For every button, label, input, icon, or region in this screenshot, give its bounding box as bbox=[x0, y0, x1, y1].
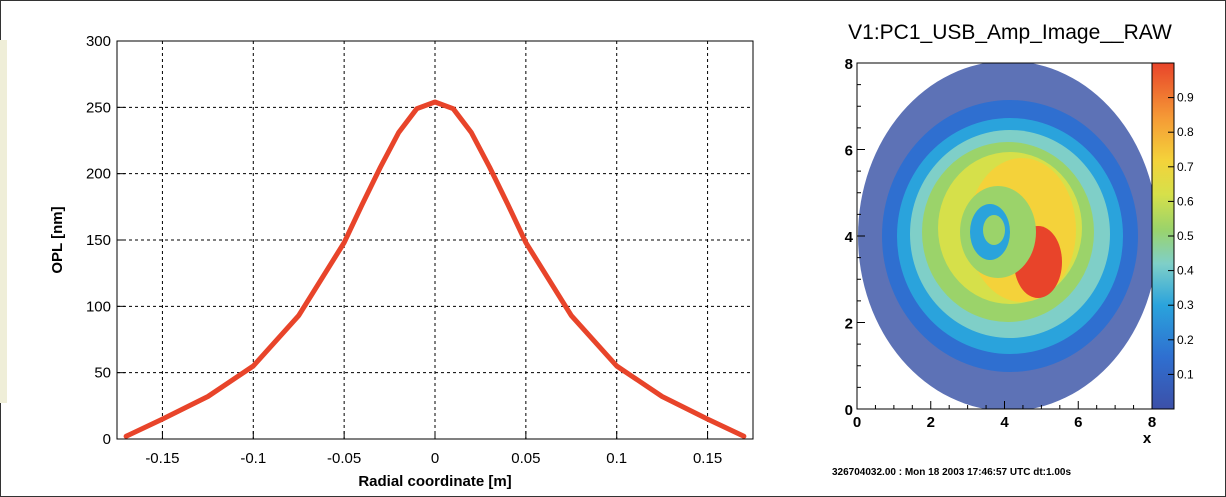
heatmap-y-tick-labels: 0 2 4 6 8 bbox=[845, 56, 854, 419]
opl-series-line bbox=[123, 99, 747, 439]
tick-marks bbox=[117, 40, 709, 440]
core-spot bbox=[983, 215, 1005, 245]
y-tick-label: 250 bbox=[86, 99, 111, 116]
y-tick-label: 200 bbox=[86, 166, 111, 183]
heatmap-title: V1:PC1_USB_Amp_Image__RAW bbox=[848, 21, 1172, 44]
left-edge-band bbox=[0, 40, 7, 403]
x-tick-label: 0.05 bbox=[511, 450, 540, 467]
colorbar-tick-label: 0.9 bbox=[1177, 91, 1194, 105]
colorbar-tick-label: 0.1 bbox=[1177, 367, 1194, 381]
y-tick-labels: 0 50 100 150 200 250 300 bbox=[86, 33, 111, 448]
heatmap-y-tick-label: 4 bbox=[845, 229, 854, 246]
x-axis-title: Radial coordinate [m] bbox=[358, 473, 511, 490]
x-tick-label: 0.15 bbox=[693, 450, 722, 467]
amplitude-image bbox=[858, 63, 1152, 409]
x-tick-label: 0.1 bbox=[606, 450, 627, 467]
heatmap-x-tick-label: 4 bbox=[1000, 414, 1009, 431]
colorbar-tick-label: 0.8 bbox=[1177, 125, 1194, 139]
y-tick-label: 100 bbox=[86, 298, 111, 315]
y-axis-title: OPL [nm] bbox=[49, 206, 66, 273]
heatmap-x-tick-labels: 0 2 4 6 8 bbox=[853, 414, 1156, 431]
grid-lines bbox=[117, 41, 753, 439]
x-tick-label: -0.05 bbox=[327, 450, 361, 467]
x-tick-label: -0.1 bbox=[240, 450, 266, 467]
heatmap-y-tick-label: 6 bbox=[845, 143, 853, 160]
heatmap-tick-marks bbox=[856, 62, 1153, 410]
y-tick-label: 300 bbox=[86, 33, 111, 50]
heatmap-x-tick-label: 8 bbox=[1148, 414, 1156, 431]
colorbar-tick-label: 0.2 bbox=[1177, 333, 1194, 347]
y-tick-label: 150 bbox=[86, 232, 111, 249]
heatmap-y-tick-label: 2 bbox=[845, 316, 853, 333]
x-tick-labels: -0.15 -0.1 -0.05 0 0.05 0.1 0.15 bbox=[145, 450, 722, 467]
heatmap-y-tick-label: 0 bbox=[845, 402, 853, 419]
timestamp-footer: 326704032.00 : Mon 18 2003 17:46:57 UTC … bbox=[832, 467, 1071, 478]
colorbar-tick-label: 0.3 bbox=[1177, 298, 1194, 312]
heatmap-x-tick-label: 0 bbox=[853, 414, 861, 431]
heatmap-x-tick-label: 2 bbox=[927, 414, 935, 431]
colorbar-tick-label: 0.6 bbox=[1177, 194, 1194, 208]
heatmap-x-axis-title: x bbox=[1143, 430, 1152, 447]
x-tick-label: -0.15 bbox=[145, 450, 179, 467]
colorbar-tick-labels: 0.1 0.2 0.3 0.4 0.5 0.6 0.7 0.8 0.9 bbox=[1168, 91, 1194, 381]
colorbar-tick-label: 0.7 bbox=[1177, 160, 1194, 174]
x-tick-label: 0 bbox=[431, 450, 439, 467]
heatmap-y-tick-label: 8 bbox=[845, 56, 853, 73]
curve-layer bbox=[123, 99, 747, 439]
heatmap-x-tick-label: 6 bbox=[1074, 414, 1082, 431]
y-tick-label: 50 bbox=[94, 365, 111, 382]
y-tick-label: 0 bbox=[103, 431, 111, 448]
colorbar-tick-label: 0.4 bbox=[1177, 264, 1194, 278]
colorbar-tick-label: 0.5 bbox=[1177, 229, 1194, 243]
